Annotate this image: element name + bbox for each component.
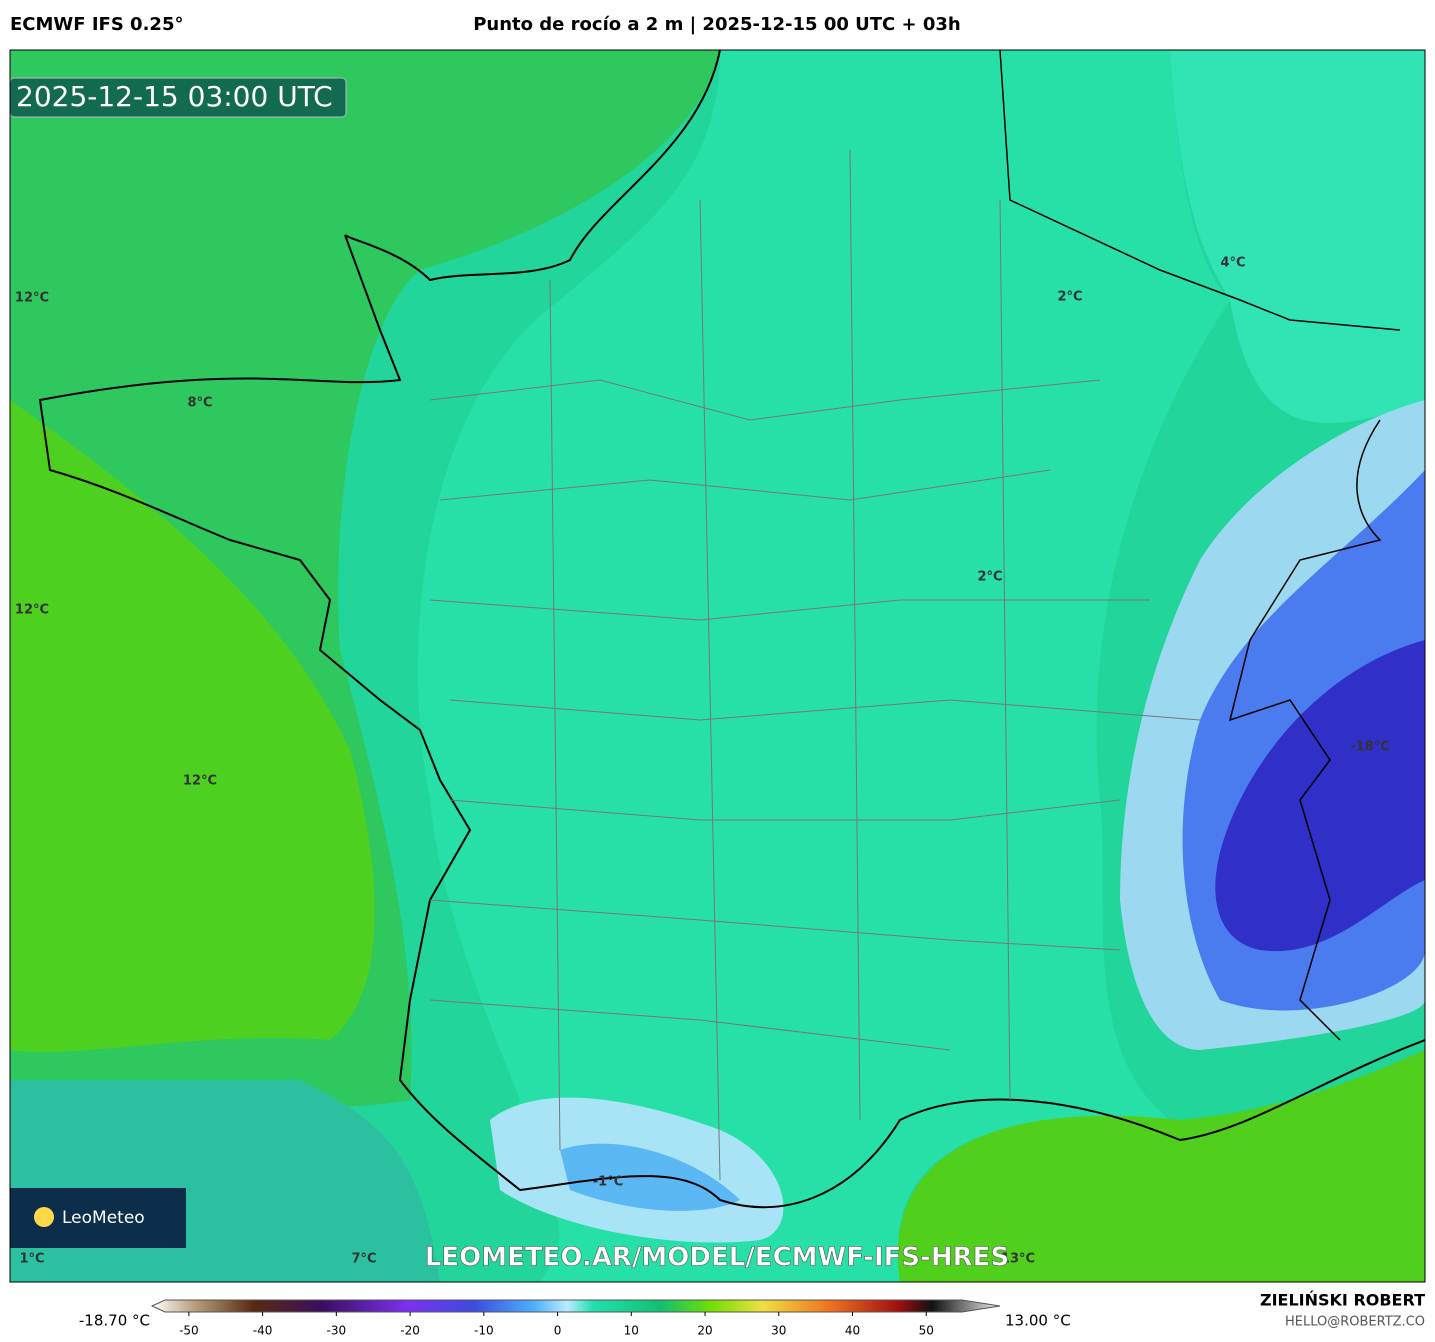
contour-label: 12°C [15, 291, 49, 306]
contour-label: -1°C [593, 1175, 623, 1190]
colorbar-tick-label: 40 [845, 1324, 860, 1338]
contour-label: 12°C [183, 774, 217, 789]
colorbar-max: 13.00 °C [1005, 1312, 1071, 1330]
colorbar-tick-label: -20 [400, 1324, 420, 1338]
contour-label: 1°C [19, 1252, 44, 1267]
model: ECMWF IFS 0.25° [10, 14, 183, 35]
logo-sun [34, 1207, 54, 1227]
map-frame [9, 49, 1426, 1283]
map: 12°C 12°C 8°C 12°C 2°C 4°C 2°C -18°C -1°… [10, 50, 1425, 1282]
title: Punto de rocío a 2 m | 2025-12-15 00 UTC… [473, 14, 961, 35]
colorbar-min: -18.70 °C [79, 1312, 150, 1330]
watermark: LEOMETEO.AR/MODEL/ECMWF-IFS-HRES [425, 1243, 1009, 1273]
colorbar-tick-label: -50 [179, 1324, 199, 1338]
timestamp: 2025-12-15 03:00 UTC [16, 80, 333, 113]
contour-label: 7°C [351, 1252, 376, 1267]
colorbar-tick-label: 20 [697, 1324, 712, 1338]
contour-label: 2°C [1057, 290, 1082, 305]
colorbar-tick-label: 50 [919, 1324, 934, 1338]
contour-label: 8°C [187, 396, 212, 411]
colorbar-tick-label: -10 [474, 1324, 494, 1338]
colorbar-tick-label: 30 [771, 1324, 786, 1338]
author: ZIELIŃSKI ROBERT [1260, 1291, 1425, 1310]
timestamp-box [10, 77, 347, 118]
contour-label: -18°C [1350, 740, 1390, 755]
colorbar-tick-label: 0 [554, 1324, 562, 1338]
logo: LeoMeteo [62, 1208, 145, 1228]
colorbar-tick-label: 10 [624, 1324, 639, 1338]
contour-label: 2°C [977, 570, 1002, 585]
email: HELLO@ROBERTZ.CO [1285, 1315, 1425, 1330]
contour-label: 4°C [1220, 256, 1245, 271]
contour-label: 13°C [1001, 1252, 1035, 1267]
colorbar [150, 1299, 1001, 1313]
colorbar-tick-label: -40 [253, 1324, 273, 1338]
colorbar-tick-label: -30 [327, 1324, 347, 1338]
contour-label: 12°C [15, 603, 49, 618]
